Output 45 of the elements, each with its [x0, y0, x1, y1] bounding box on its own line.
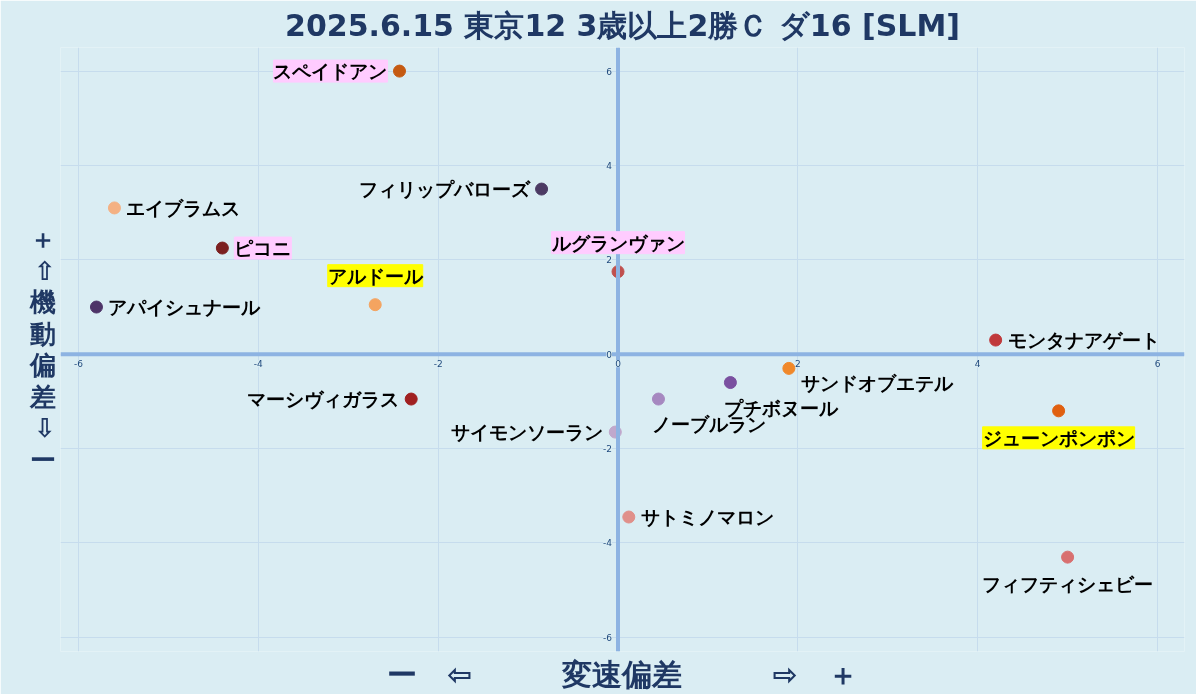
x-tick-label: 2 — [794, 359, 801, 370]
point — [404, 392, 418, 406]
point — [107, 201, 121, 215]
point — [782, 361, 796, 375]
series-label: スペイドアン — [273, 60, 388, 83]
x-tick-label: 0 — [615, 359, 622, 370]
point — [368, 298, 382, 312]
series-label: モンタナアゲート — [1007, 329, 1160, 352]
point — [989, 333, 1003, 347]
y-tick-label: 4 — [606, 160, 613, 171]
series-label: アパイシュナール — [108, 296, 262, 319]
x-tick-label: -2 — [433, 359, 443, 370]
series-label: フィフティシェビー — [982, 573, 1154, 596]
point — [535, 182, 549, 196]
point — [651, 392, 665, 406]
y-tick-label: 6 — [606, 66, 613, 77]
series-label: ルグランヴァン — [550, 231, 685, 254]
y-axis-title: ＋⇧機動偏差⇩ー — [28, 224, 56, 475]
series-label: サンドオブエテル — [800, 372, 954, 395]
x-tick-label: -6 — [74, 359, 84, 370]
series-label: ジューンポンポン — [982, 426, 1135, 449]
y-tick-label: -6 — [603, 632, 613, 643]
y-tick-label: -4 — [603, 538, 613, 549]
point — [1061, 550, 1075, 564]
chart-title: 2025.6.15 東京12 3歳以上2勝Ｃ ダ16 [SLM] — [285, 7, 960, 43]
x-tick-label: 4 — [974, 359, 981, 370]
y-tick-label: -2 — [603, 444, 613, 455]
series-label: ピコニ — [234, 237, 292, 260]
series-label: サイモンソーラン — [451, 421, 604, 444]
point — [89, 300, 103, 314]
series-label: フィリップバローズ — [358, 178, 531, 201]
point — [1052, 404, 1066, 418]
x-axis-title: ー ⇦ 変速偏差 ⇨ ＋ — [387, 656, 858, 692]
series-label: アルドール — [327, 264, 424, 287]
series-label: エイブラムス — [126, 196, 241, 219]
x-tick-label: -4 — [253, 359, 264, 370]
point — [215, 241, 229, 255]
x-tick-label: 6 — [1154, 359, 1161, 370]
point — [622, 510, 636, 524]
series-label: マーシヴィガラス — [247, 388, 400, 411]
point — [393, 64, 406, 78]
y-tick-label: 0 — [606, 349, 613, 360]
y-tick-label: 2 — [606, 255, 613, 266]
point — [723, 376, 737, 390]
series-label: サトミノマロン — [640, 506, 774, 529]
